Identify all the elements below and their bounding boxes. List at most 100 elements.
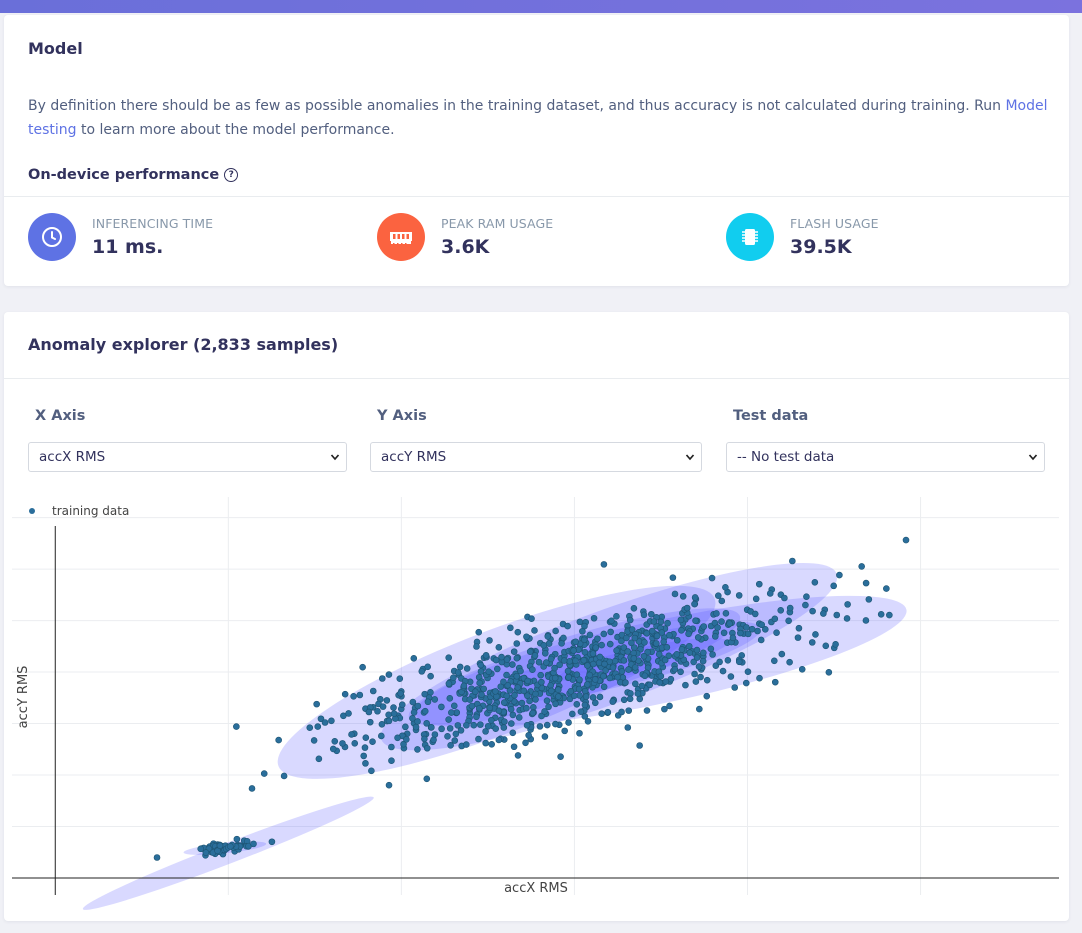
data-point	[773, 629, 780, 636]
data-point	[631, 664, 639, 671]
data-point	[153, 854, 161, 861]
data-point	[268, 838, 276, 846]
stat-label: FLASH USAGE	[790, 216, 879, 231]
data-point	[503, 692, 511, 700]
data-point	[383, 697, 391, 704]
data-point	[543, 697, 551, 704]
data-point	[341, 690, 349, 698]
data-point	[666, 631, 673, 639]
model-testing-link[interactable]: Model testing	[28, 98, 1048, 138]
y-axis-label: Y Axis	[377, 408, 427, 424]
data-point	[729, 634, 737, 642]
data-point	[613, 613, 620, 620]
data-point	[470, 721, 478, 729]
data-point	[622, 679, 629, 686]
data-point	[714, 624, 721, 631]
data-point	[398, 701, 406, 708]
data-point	[541, 649, 549, 657]
data-point	[431, 731, 439, 738]
y-axis-selected-value: accY RMS	[381, 449, 447, 465]
data-point	[518, 699, 526, 707]
data-point	[809, 607, 816, 615]
data-point	[526, 697, 533, 705]
scatter-plot[interactable]: accX RMS accY RMS training data	[4, 492, 1069, 912]
data-point	[477, 668, 485, 675]
data-point	[630, 605, 638, 612]
data-point	[771, 657, 778, 665]
data-point	[555, 686, 562, 694]
anomaly-chart[interactable]: accX RMS accY RMS training data	[4, 492, 1069, 912]
data-point	[536, 723, 544, 730]
data-point	[657, 672, 665, 680]
data-point	[280, 772, 288, 780]
x-axis-label: X Axis	[35, 408, 86, 424]
data-point	[808, 639, 816, 646]
data-point	[777, 607, 785, 614]
data-point	[886, 611, 893, 619]
data-point	[524, 677, 531, 685]
data-point	[306, 724, 314, 731]
y-axis-select[interactable]: accY RMS	[370, 442, 702, 472]
data-point	[385, 671, 393, 678]
data-point	[361, 744, 369, 751]
data-point	[402, 723, 409, 731]
data-point	[580, 656, 588, 664]
data-point	[707, 645, 715, 653]
data-point	[451, 737, 459, 744]
data-point	[421, 707, 429, 715]
data-point	[691, 600, 698, 608]
data-point	[724, 657, 732, 664]
data-point	[348, 731, 355, 738]
data-point	[833, 611, 841, 619]
data-point	[492, 725, 500, 732]
data-point	[493, 665, 501, 673]
data-point	[511, 691, 518, 699]
test-data-select[interactable]: -- No test data	[726, 442, 1045, 472]
data-point	[586, 631, 594, 639]
data-point	[744, 630, 752, 638]
data-point	[532, 696, 539, 703]
test-data-label: Test data	[733, 408, 809, 424]
data-point	[450, 674, 457, 682]
data-point	[317, 715, 325, 723]
data-point	[475, 628, 483, 636]
data-point	[766, 590, 774, 597]
data-point	[513, 672, 521, 680]
data-point	[771, 615, 779, 623]
data-point	[454, 669, 462, 676]
data-point	[488, 716, 495, 724]
data-point	[565, 674, 572, 681]
data-point	[581, 713, 589, 720]
data-point	[396, 675, 404, 682]
data-point	[660, 638, 668, 646]
data-point	[576, 676, 583, 683]
data-point	[703, 676, 711, 684]
data-point	[388, 757, 395, 764]
stat-value: 39.5K	[790, 236, 852, 258]
data-point	[500, 678, 507, 686]
data-point	[400, 740, 407, 748]
data-point	[216, 842, 224, 849]
data-point	[692, 678, 700, 685]
data-point	[551, 674, 559, 682]
data-point	[673, 636, 681, 644]
data-point	[606, 640, 614, 648]
data-point	[544, 633, 552, 640]
data-point	[444, 733, 451, 740]
data-point	[671, 590, 679, 598]
data-point	[744, 668, 752, 676]
data-point	[561, 727, 568, 735]
data-point	[678, 646, 686, 653]
data-point	[614, 673, 621, 681]
data-point	[500, 724, 508, 731]
data-point	[431, 696, 439, 703]
x-axis-select[interactable]: accX RMS	[28, 442, 347, 472]
data-point	[409, 715, 416, 722]
data-point	[558, 640, 565, 647]
data-point	[526, 648, 534, 655]
data-point	[608, 617, 615, 625]
data-point	[641, 672, 649, 680]
help-icon[interactable]: ?	[224, 168, 239, 182]
data-point	[427, 672, 434, 680]
data-point	[613, 647, 620, 654]
